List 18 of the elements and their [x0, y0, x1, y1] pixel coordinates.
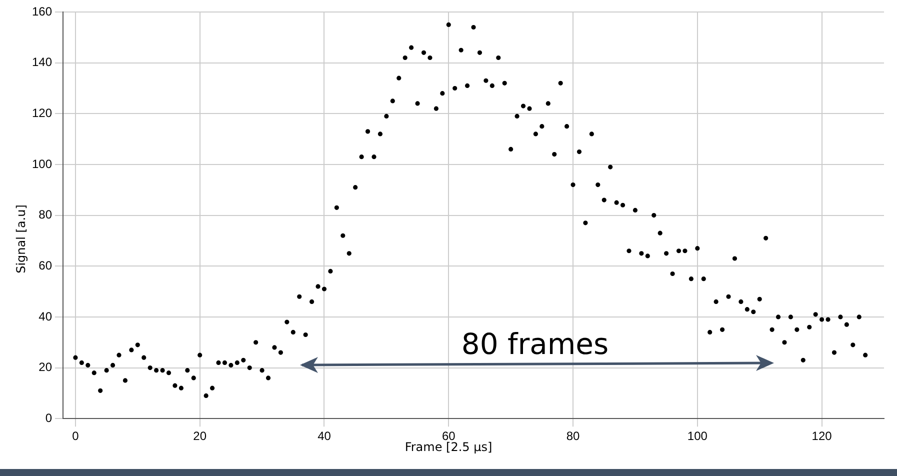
x-tick-label: 20 — [193, 429, 207, 444]
annotation: 80 frames — [460, 327, 610, 361]
x-tick-label: 120 — [812, 429, 832, 444]
y-axis-title: Signal [a.u] — [14, 204, 28, 276]
y-tick-label: 120 — [32, 106, 52, 120]
y-tick-label: 20 — [38, 360, 52, 374]
y-tick-label: 60 — [38, 258, 52, 272]
y-tick-label: 80 — [38, 208, 52, 222]
x-axis-title: Frame [2.5 μs] — [404, 440, 492, 454]
y-tick-label: 100 — [32, 156, 52, 171]
x-tick-label: 100 — [687, 429, 708, 444]
x-tick-label: 0 — [72, 429, 80, 444]
y-tick-label: 40 — [38, 309, 52, 324]
x-tick-label: 40 — [318, 429, 332, 444]
y-tick-label: 160 — [32, 4, 52, 18]
y-tick-label: 140 — [32, 55, 52, 70]
x-tick-label: 80 — [566, 429, 580, 444]
y-tick-label: 0 — [45, 410, 52, 425]
